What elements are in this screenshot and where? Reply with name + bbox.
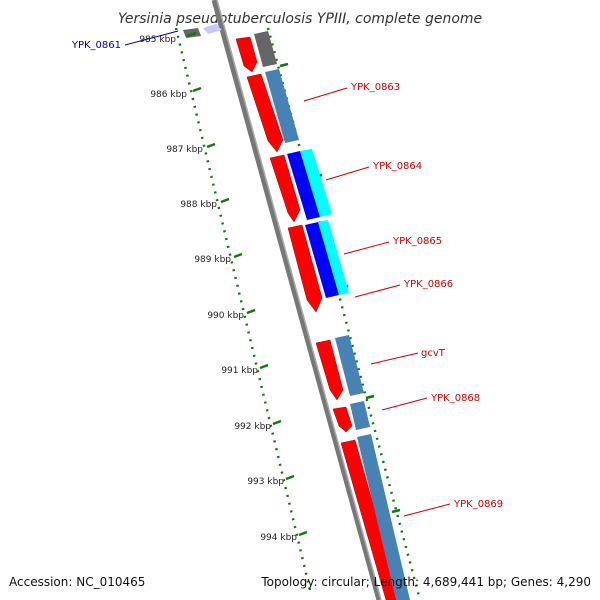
gene-label-ypk-0865[interactable]: YPK_0865	[392, 236, 442, 247]
tick-labels: 985 kbp 986 kbp 987 kbp 988 kbp 989 kbp …	[139, 35, 297, 543]
gene-label-ypk-0864[interactable]: YPK_0864	[372, 161, 422, 172]
feature-dark-top	[183, 28, 201, 38]
gene-feature	[265, 69, 299, 143]
tick-label: 992 kbp	[234, 422, 271, 432]
cds-feature	[332, 406, 353, 433]
highlight-region	[203, 24, 222, 34]
tick-label: 986 kbp	[150, 90, 187, 100]
gene-track	[254, 31, 410, 600]
gene-feature	[350, 401, 370, 430]
cds-feature	[235, 36, 258, 73]
tick-label: 987 kbp	[166, 145, 203, 155]
cds-feature	[287, 224, 323, 313]
topology-summary: Topology: circular; Length: 4,689,441 bp…	[260, 575, 591, 589]
cds-feature	[246, 73, 284, 153]
tick-label: 991 kbp	[221, 366, 258, 376]
tick-label: 985 kbp	[139, 35, 176, 45]
tick-label: 989 kbp	[194, 255, 231, 265]
map-title: Yersinia pseudotuberculosis YPIII, compl…	[118, 11, 482, 27]
tick-label: 994 kbp	[260, 533, 297, 543]
gene-leader-lines	[124, 30, 451, 517]
cds-feature	[315, 339, 344, 401]
gene-feature	[335, 335, 364, 396]
gene-feature-blue	[287, 151, 320, 220]
feature-dark	[254, 31, 277, 67]
genome-backbone	[211, 0, 382, 600]
gene-feature-cyan	[300, 149, 332, 217]
cds-track	[235, 36, 401, 600]
gene-feature-cyan	[318, 220, 349, 295]
tick-marks	[186, 31, 308, 537]
gene-label-ypk-0866[interactable]: YPK_0866	[403, 279, 453, 290]
gene-feature-blue	[305, 222, 339, 298]
gene-label-ypk-0868[interactable]: YPK_0868	[430, 393, 480, 404]
tick-label: 990 kbp	[207, 311, 244, 321]
gene-label-ypk-0863[interactable]: YPK_0863	[350, 82, 400, 93]
gene-label-ypk-0861[interactable]: YPK_0861	[71, 40, 121, 51]
gene-labels: YPK_0861 YPK_0863 YPK_0864 YPK_0865 YPK_…	[71, 40, 503, 510]
tick-label: 993 kbp	[247, 477, 284, 487]
cds-feature	[269, 154, 301, 223]
tick-label: 988 kbp	[180, 200, 217, 210]
gene-label-gcvt[interactable]: gcvT	[421, 348, 446, 359]
cds-feature	[340, 439, 401, 600]
gene-label-ypk-0869[interactable]: YPK_0869	[453, 499, 503, 510]
accession-text: Accession: NC_010465	[9, 575, 145, 589]
inner-scale-ring	[174, 27, 312, 591]
gene-feature	[357, 434, 410, 600]
